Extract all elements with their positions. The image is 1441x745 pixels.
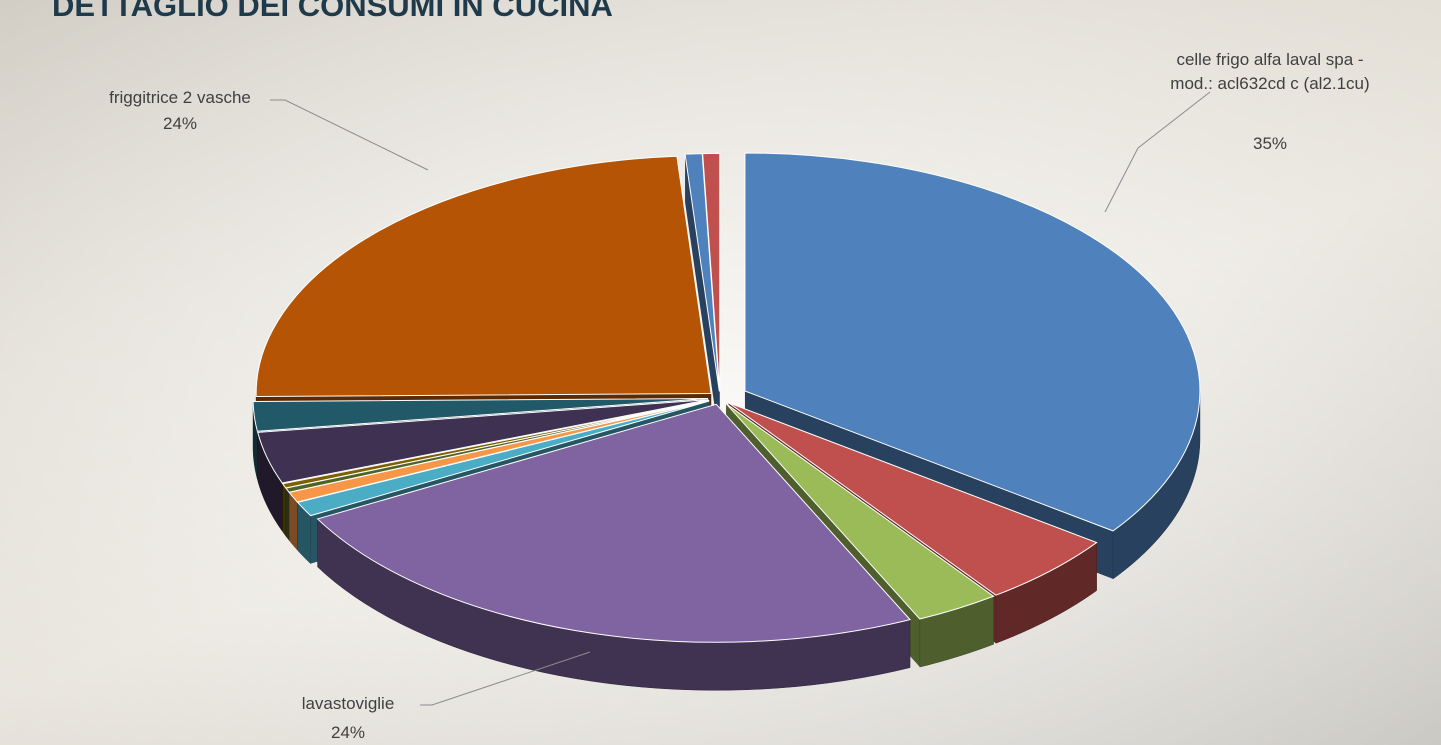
slice-top xyxy=(744,152,1201,532)
slice-top xyxy=(684,153,720,392)
slice-value-label: 24% xyxy=(330,723,366,742)
slice-top xyxy=(296,400,710,517)
slice-label: lavastoviglie xyxy=(301,694,395,713)
leader-line xyxy=(270,99,429,171)
pie-slice xyxy=(316,403,911,691)
slice-outer-wall xyxy=(285,487,290,541)
slice-value-label: 35% xyxy=(1252,134,1288,153)
slice-label: friggitrice 2 vasche xyxy=(109,88,251,107)
slice-value-label: 24% xyxy=(162,114,198,133)
leader-line xyxy=(420,651,591,706)
slice-radial-wall xyxy=(685,154,720,440)
slice-top xyxy=(725,403,995,620)
slice-top xyxy=(255,155,712,398)
chart-title: DETTAGLIO DEI CONSUMI IN CUCINA xyxy=(52,0,613,23)
slice-top xyxy=(728,402,1098,596)
pie-slice xyxy=(684,153,720,440)
slice-outer-wall xyxy=(282,483,287,537)
leader-line xyxy=(1104,91,1211,213)
slice-top xyxy=(252,397,709,432)
pie xyxy=(252,152,1201,691)
slice-top xyxy=(257,399,709,484)
slice-top xyxy=(316,403,911,643)
slice-label: celle frigo alfa laval spa - mod.: acl63… xyxy=(1170,50,1370,93)
